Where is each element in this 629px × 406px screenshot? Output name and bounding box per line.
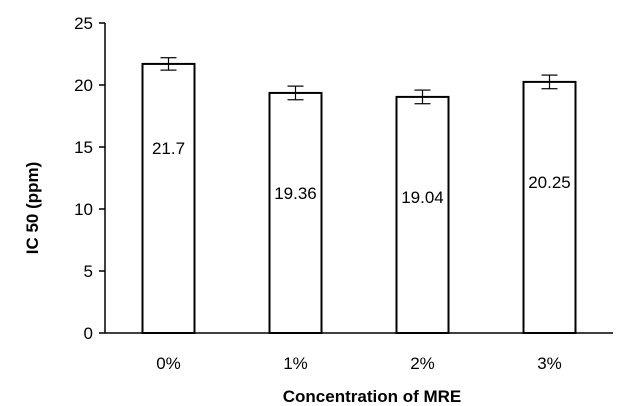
data-label: 21.7 <box>152 139 185 158</box>
y-tick-label: 25 <box>74 14 93 33</box>
data-label: 20.25 <box>528 173 571 192</box>
y-axis: 0 5 10 15 20 25 <box>74 14 106 343</box>
y-tick-label: 0 <box>84 324 93 343</box>
bar <box>141 62 196 334</box>
bar <box>268 91 323 334</box>
y-tick-label: 15 <box>74 138 93 157</box>
x-tick-label: 0% <box>156 354 181 373</box>
y-tick-label: 5 <box>84 262 93 281</box>
y-axis-title: IC 50 (ppm) <box>23 162 42 255</box>
bar <box>395 95 450 334</box>
y-tick-label: 20 <box>74 76 93 95</box>
x-tick-label: 3% <box>537 354 562 373</box>
y-tick-label: 10 <box>74 200 93 219</box>
x-tick-label: 1% <box>283 354 308 373</box>
x-axis: 0% 1% 2% 3% <box>105 332 613 373</box>
x-tick-label: 2% <box>410 354 435 373</box>
bars: 21.7 19.36 19.04 20.25 <box>141 57 577 335</box>
x-axis-title: Concentration of MRE <box>283 387 462 406</box>
data-label: 19.36 <box>274 184 317 203</box>
bar <box>522 80 577 335</box>
data-label: 19.04 <box>401 188 444 207</box>
